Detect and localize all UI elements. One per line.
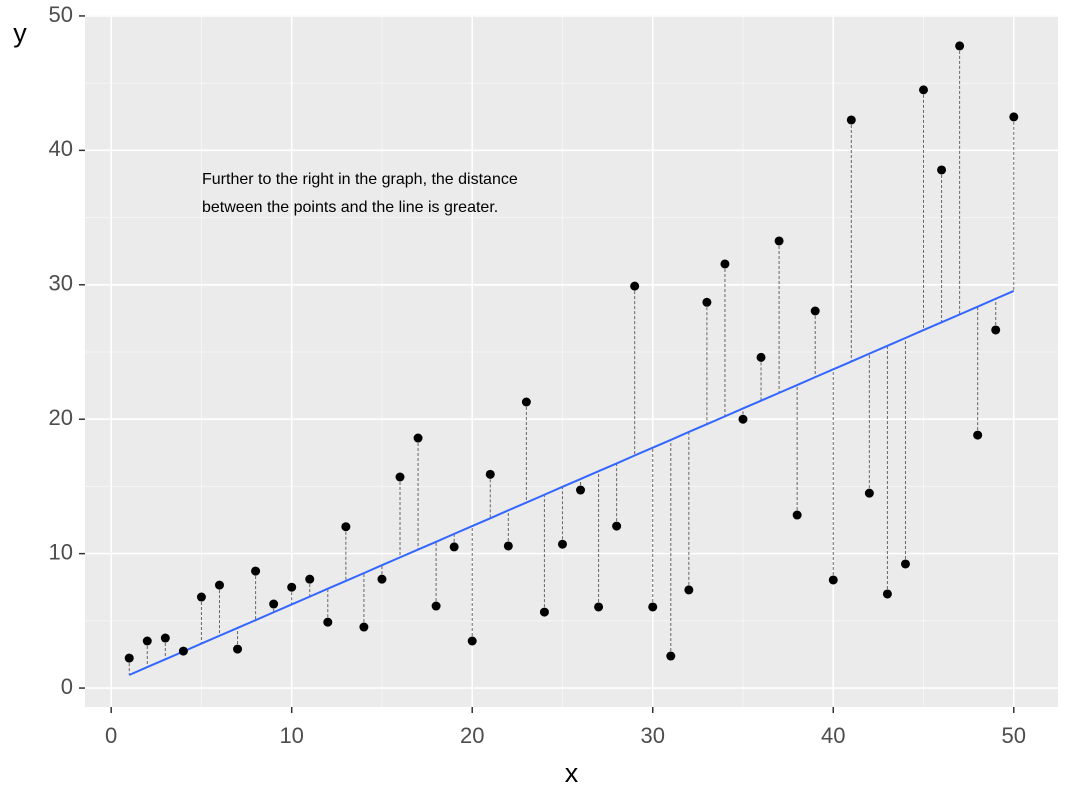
point — [738, 414, 748, 424]
x-tick-label: 40 — [821, 723, 845, 748]
point — [720, 259, 730, 269]
y-tick-label: 20 — [49, 405, 73, 430]
point — [287, 582, 297, 592]
y-tick-label: 40 — [49, 136, 73, 161]
point — [323, 617, 333, 627]
point — [576, 485, 586, 495]
annotation: Further to the right in the graph, the d… — [202, 171, 518, 188]
point — [124, 653, 134, 663]
point — [919, 85, 929, 95]
point — [973, 430, 983, 440]
point — [1009, 112, 1019, 122]
point — [937, 165, 947, 175]
fit-line — [128, 290, 1015, 676]
point — [955, 41, 965, 51]
point — [341, 522, 351, 532]
annotation: between the points and the line is great… — [202, 199, 498, 216]
point — [449, 542, 459, 552]
point — [305, 574, 315, 584]
point — [178, 646, 188, 656]
point — [142, 636, 152, 646]
point — [413, 433, 423, 443]
point — [828, 575, 838, 585]
point — [756, 352, 766, 362]
point — [792, 510, 802, 520]
x-tick-label: 20 — [460, 723, 484, 748]
y-axis-title: y — [13, 18, 27, 48]
x-tick-label: 10 — [279, 723, 303, 748]
point — [395, 472, 405, 482]
point — [557, 539, 567, 549]
x-tick-label: 0 — [105, 723, 117, 748]
y-tick-label: 50 — [49, 2, 73, 27]
point — [503, 541, 513, 551]
point — [377, 574, 387, 584]
point — [666, 651, 676, 661]
point — [485, 469, 495, 479]
y-tick-label: 30 — [49, 271, 73, 296]
point — [630, 281, 640, 291]
point — [864, 488, 874, 498]
point — [196, 592, 206, 602]
y-tick-label: 10 — [49, 539, 73, 564]
point — [702, 297, 712, 307]
point — [900, 559, 910, 569]
point — [684, 585, 694, 595]
x-axis-title: x — [565, 758, 579, 788]
point — [521, 397, 531, 407]
point — [467, 636, 477, 646]
point — [648, 602, 658, 612]
x-tick-label: 30 — [640, 723, 664, 748]
point — [846, 115, 856, 125]
point — [991, 325, 1001, 335]
point — [160, 633, 170, 643]
point — [810, 306, 820, 316]
x-tick-label: 50 — [1002, 723, 1026, 748]
point — [594, 602, 604, 612]
point — [774, 236, 784, 246]
point — [214, 580, 224, 590]
point — [269, 599, 279, 609]
point — [431, 601, 441, 611]
point — [251, 566, 261, 576]
point — [882, 589, 892, 599]
y-tick-label: 0 — [61, 674, 73, 699]
panel — [85, 15, 1058, 707]
point — [612, 521, 622, 531]
point — [359, 622, 369, 632]
point — [539, 607, 549, 617]
point — [233, 644, 243, 654]
